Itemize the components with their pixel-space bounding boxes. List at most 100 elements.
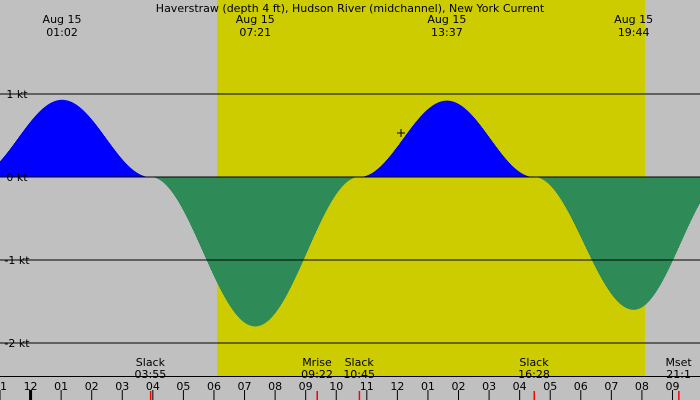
current-column — [410, 128, 412, 177]
current-column — [382, 164, 384, 177]
current-column — [389, 156, 391, 177]
current-column — [447, 100, 449, 177]
current-column — [32, 119, 34, 177]
current-column — [674, 177, 676, 257]
current-column — [176, 177, 178, 199]
current-column — [654, 177, 656, 295]
current-column — [414, 123, 416, 177]
current-column — [134, 170, 136, 177]
current-column — [590, 177, 592, 258]
current-column — [11, 147, 13, 177]
current-column — [237, 177, 239, 317]
current-column — [551, 177, 553, 187]
current-column — [258, 177, 260, 327]
current-column — [254, 177, 256, 327]
current-column — [568, 177, 570, 213]
current-column — [579, 177, 581, 235]
current-column — [127, 164, 129, 177]
y-tick-label: 0 kt — [6, 171, 28, 184]
current-column — [377, 169, 379, 177]
current-column — [672, 177, 674, 262]
current-column — [41, 109, 43, 177]
current-column — [268, 177, 270, 321]
current-column — [112, 146, 114, 177]
current-column — [611, 177, 613, 295]
current-column — [650, 177, 652, 300]
current-column — [121, 158, 123, 177]
hour-label: 02 — [85, 380, 99, 393]
current-column — [135, 171, 137, 177]
current-column — [310, 177, 312, 245]
current-column — [246, 177, 248, 324]
current-column — [34, 116, 36, 177]
peak-date-label: Aug 15 — [236, 13, 275, 26]
current-column — [486, 133, 488, 177]
current-column — [329, 177, 331, 206]
current-column — [448, 100, 450, 177]
current-column — [553, 177, 555, 190]
hour-label: 07 — [238, 380, 252, 393]
current-column — [515, 168, 517, 177]
current-column — [239, 177, 241, 319]
current-column — [119, 155, 121, 177]
current-column — [226, 177, 228, 301]
current-column — [694, 177, 696, 214]
current-column — [421, 115, 423, 177]
current-column — [279, 177, 281, 308]
current-column — [60, 99, 62, 177]
current-column — [161, 177, 163, 182]
current-column — [79, 107, 81, 177]
current-column — [325, 177, 327, 213]
current-column — [95, 124, 97, 177]
current-column — [110, 144, 112, 177]
event-labels: Slack03:55Mrise09:22Slack10:45Slack16:28… — [135, 356, 693, 381]
current-column — [179, 177, 181, 204]
current-column — [337, 177, 339, 193]
current-column — [18, 137, 20, 177]
hour-label: 09 — [665, 380, 679, 393]
chart-title: Haverstraw (depth 4 ft), Hudson River (m… — [156, 2, 545, 15]
current-column — [180, 177, 182, 206]
current-column — [120, 157, 122, 177]
current-column — [386, 160, 388, 177]
current-column — [278, 177, 280, 309]
current-column — [490, 138, 492, 177]
current-column — [387, 158, 389, 177]
current-column — [501, 153, 503, 177]
current-column — [307, 177, 309, 252]
current-column — [177, 177, 179, 201]
current-column — [648, 177, 650, 302]
current-column — [423, 113, 425, 177]
current-column — [675, 177, 677, 255]
hour-tick — [549, 390, 551, 400]
current-column — [276, 177, 278, 312]
current-column — [635, 177, 637, 310]
current-column — [201, 177, 203, 249]
current-column — [75, 104, 77, 177]
current-column — [404, 136, 406, 177]
current-column — [100, 130, 102, 177]
current-column — [610, 177, 612, 293]
current-column — [435, 103, 437, 177]
current-column — [474, 118, 476, 177]
current-column — [163, 177, 165, 183]
current-column — [519, 171, 521, 177]
current-column — [417, 119, 419, 177]
current-column — [128, 165, 130, 177]
current-column — [183, 177, 185, 211]
current-column — [625, 177, 627, 308]
current-column — [507, 160, 509, 177]
current-column — [105, 137, 107, 177]
current-column — [187, 177, 189, 219]
current-column — [33, 118, 35, 177]
current-column — [102, 133, 104, 177]
current-column — [452, 101, 454, 177]
current-column — [500, 152, 502, 177]
current-column — [305, 177, 307, 256]
current-column — [103, 134, 105, 177]
current-column — [637, 177, 639, 310]
current-column — [520, 172, 522, 177]
current-column — [339, 177, 341, 190]
current-column — [315, 177, 317, 234]
current-column — [16, 140, 18, 177]
